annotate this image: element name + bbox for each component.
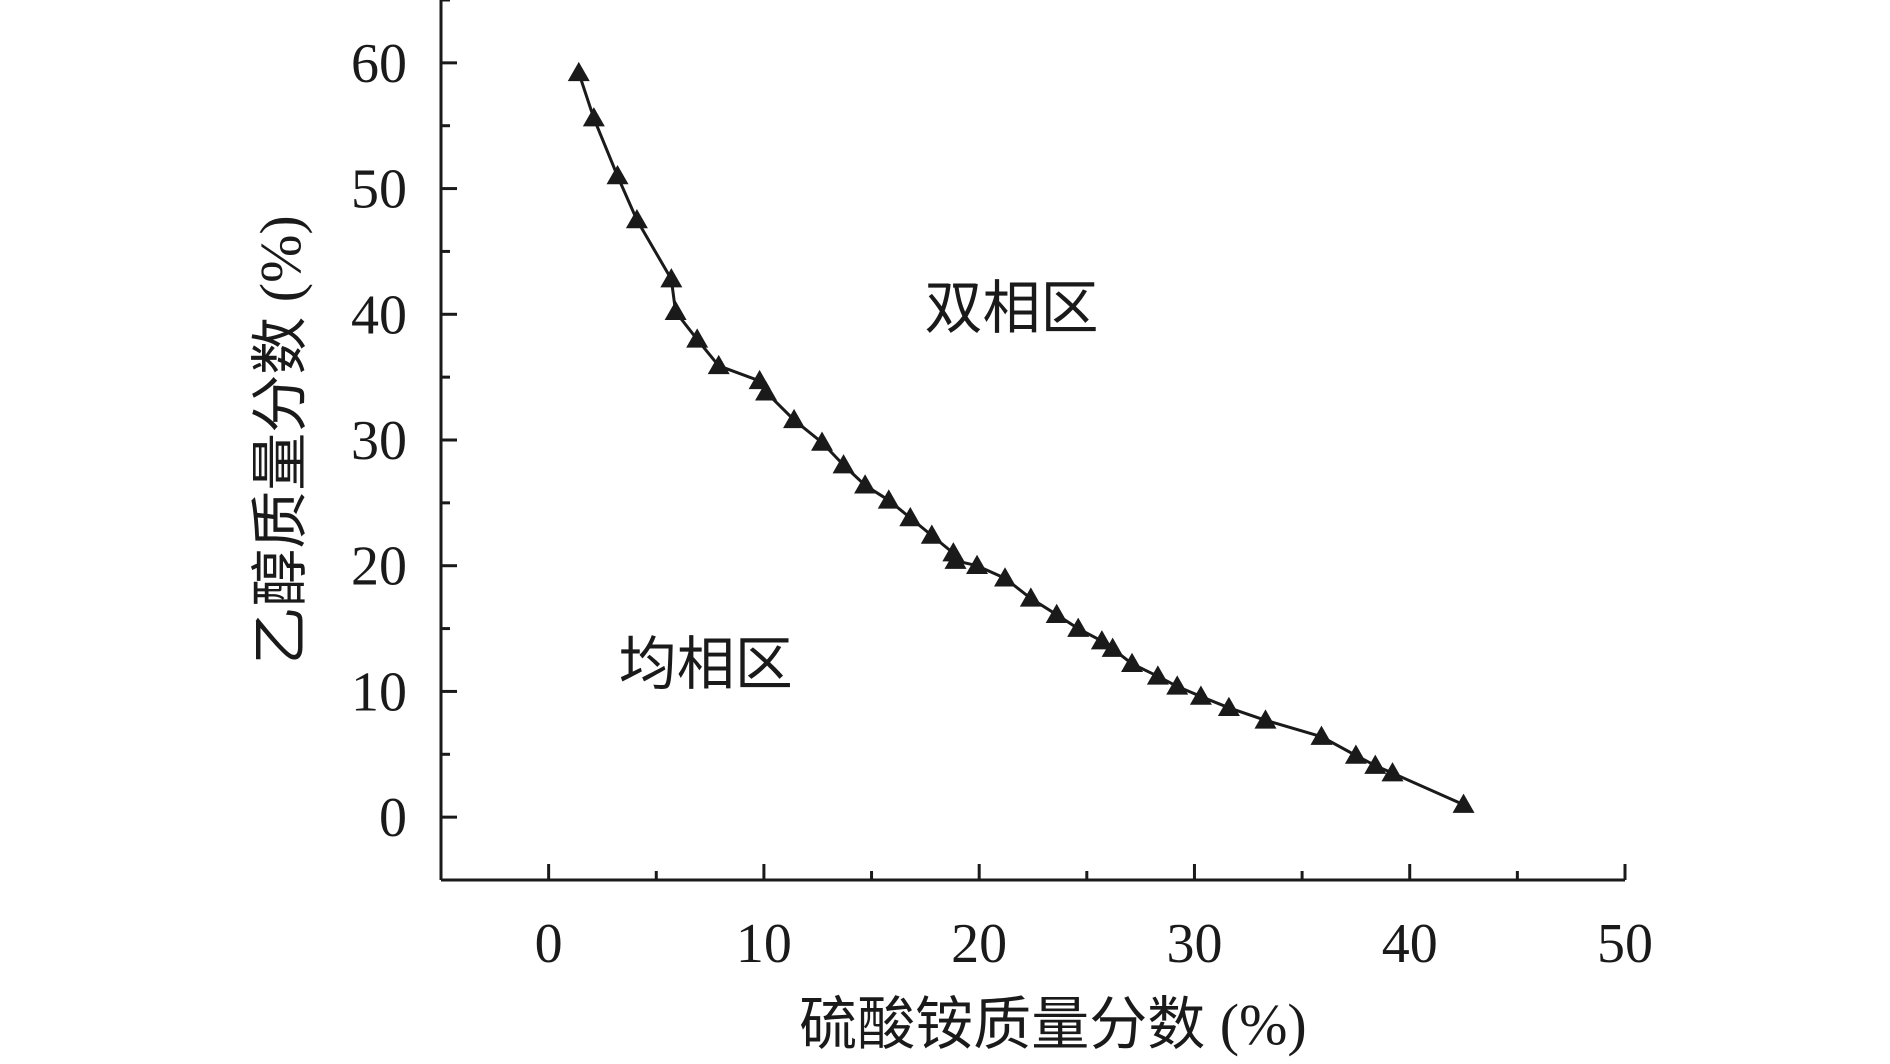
- data-point: [1364, 754, 1387, 774]
- x-tick-label: 0: [535, 913, 563, 975]
- data-point: [1189, 685, 1212, 705]
- y-tick-label: 60: [351, 33, 407, 95]
- data-point: [1217, 696, 1240, 717]
- data-point: [1090, 630, 1113, 650]
- data-point: [1121, 652, 1144, 673]
- y-axis-title: 乙醇质量分数 (%): [248, 215, 313, 664]
- data-point: [686, 328, 709, 348]
- data-point: [1254, 709, 1277, 729]
- axes: 0 10 20 30 40 50 0 10 20 30 40 50 60 硫酸铵质量分数 (%) 乙醇质量分…: [248, 0, 1653, 1057]
- region-label: 双相区: [924, 276, 1098, 341]
- data-point: [664, 300, 687, 321]
- data-point: [582, 107, 605, 127]
- data-series: [567, 61, 1475, 813]
- data-point: [1310, 725, 1333, 745]
- region-label: 均相区: [619, 632, 793, 697]
- data-point: [832, 454, 855, 474]
- data-point: [1045, 603, 1068, 623]
- data-point: [606, 165, 629, 185]
- x-tick-label: 10: [736, 913, 792, 975]
- data-point: [811, 431, 834, 451]
- data-point: [1452, 793, 1475, 813]
- data-point: [567, 61, 590, 82]
- x-tick-label: 40: [1382, 913, 1438, 975]
- data-point: [660, 268, 683, 288]
- data-point: [966, 554, 989, 574]
- data-point: [1381, 762, 1404, 782]
- x-tick-label: 20: [951, 913, 1007, 975]
- x-axis-title: 硫酸铵质量分数 (%): [799, 992, 1306, 1057]
- data-point: [707, 354, 730, 375]
- data-point: [1101, 637, 1124, 657]
- x-tick-label: 50: [1597, 913, 1653, 975]
- data-point: [899, 506, 922, 527]
- data-point: [1344, 744, 1367, 764]
- data-point: [920, 524, 943, 544]
- y-tick-label: 10: [351, 661, 407, 723]
- data-point: [1067, 617, 1090, 637]
- data-point: [1019, 587, 1042, 607]
- y-tick-label: 30: [351, 410, 407, 472]
- y-tick-label: 0: [379, 787, 407, 849]
- data-point: [783, 408, 806, 429]
- data-point: [1166, 675, 1189, 695]
- data-point: [854, 474, 877, 494]
- data-point: [944, 549, 967, 569]
- data-point: [877, 489, 900, 509]
- data-point: [755, 381, 778, 401]
- y-tick-label: 40: [351, 284, 407, 346]
- y-tick-label: 20: [351, 536, 407, 598]
- x-tick-label: 30: [1166, 913, 1222, 975]
- data-point: [625, 209, 648, 229]
- y-tick-label: 50: [351, 159, 407, 221]
- data-point: [1146, 665, 1169, 685]
- data-point: [994, 567, 1017, 587]
